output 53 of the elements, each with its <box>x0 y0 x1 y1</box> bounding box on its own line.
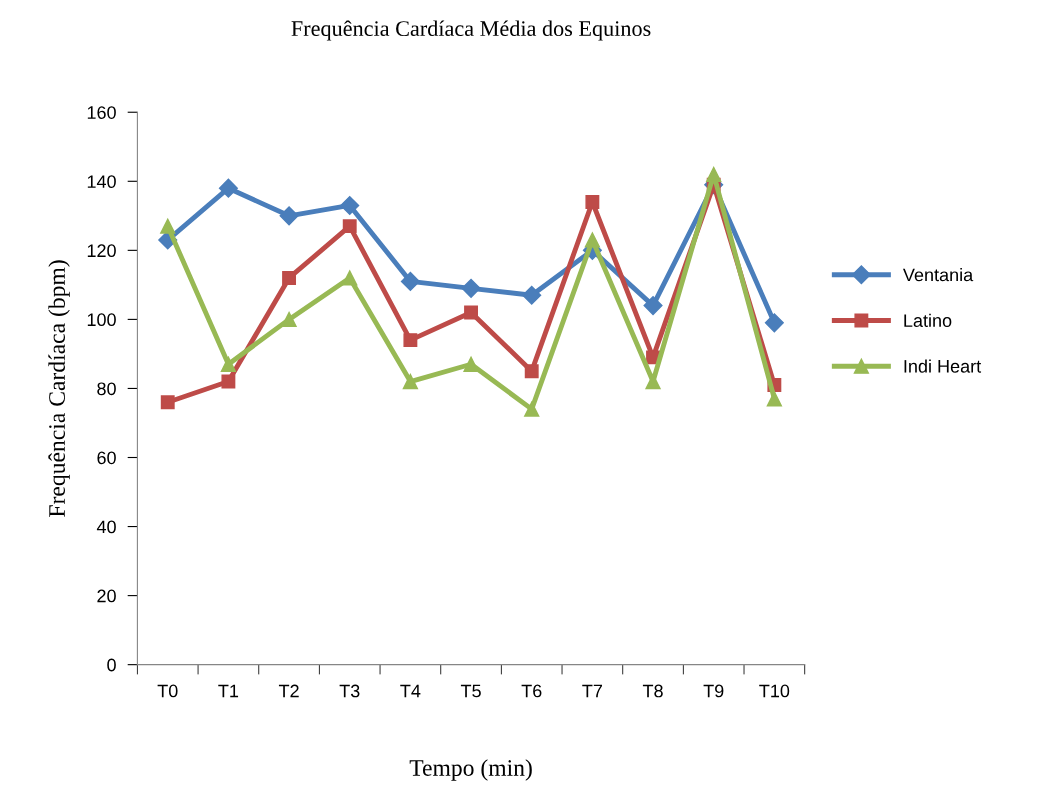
x-tick-label: T3 <box>339 684 360 698</box>
legend-label: Ventania <box>902 268 974 282</box>
x-tick-label: T9 <box>703 684 724 698</box>
x-tick-label: T6 <box>521 684 542 698</box>
y-tick-label: 0 <box>107 658 116 672</box>
point <box>160 395 175 410</box>
point <box>400 271 420 291</box>
point <box>402 373 419 390</box>
legend-label: Indi Heart <box>904 359 982 373</box>
point <box>764 313 784 333</box>
y-tick-label: 140 <box>87 175 116 189</box>
x-tick-label: T7 <box>582 684 603 698</box>
point <box>220 356 237 372</box>
point <box>340 195 360 215</box>
x-axis-title: Tempo (min) <box>409 759 532 781</box>
y-tick-label: 100 <box>87 313 116 327</box>
point <box>643 296 663 316</box>
point <box>464 305 478 320</box>
point <box>403 333 418 348</box>
point <box>342 219 357 234</box>
x-tick-label: T2 <box>278 684 299 698</box>
point <box>281 311 297 328</box>
y-axis-title: Frequência Cardíaca (bpm) <box>48 260 70 517</box>
x-tick-label: T0 <box>157 684 178 698</box>
point <box>282 271 297 285</box>
point <box>342 270 358 286</box>
x-tick-label: T5 <box>460 684 481 698</box>
point <box>585 195 600 209</box>
point <box>524 364 539 379</box>
point <box>279 206 299 226</box>
y-tick-label: 20 <box>97 589 116 603</box>
x-tick-label: T10 <box>759 684 790 698</box>
y-tick-label: 160 <box>87 106 116 119</box>
y-tick-label: 40 <box>96 520 116 534</box>
y-tick-label: 120 <box>87 244 116 258</box>
point <box>524 401 540 417</box>
point <box>522 285 542 305</box>
y-tick-label: 80 <box>97 382 116 396</box>
x-tick-label: T4 <box>400 684 421 698</box>
x-tick-label: T8 <box>642 684 663 698</box>
point <box>463 356 479 372</box>
point <box>645 373 661 390</box>
chart-title: Frequência Cardíaca Média dos Equinos <box>291 20 651 41</box>
point <box>160 218 176 234</box>
point <box>766 391 783 407</box>
legend-label: Latino <box>904 313 952 327</box>
point <box>218 178 238 198</box>
y-tick-label: 60 <box>97 451 116 465</box>
point <box>221 374 236 389</box>
point <box>706 166 722 183</box>
x-tick-label: T1 <box>218 684 239 698</box>
point <box>461 278 481 298</box>
point <box>584 232 601 248</box>
